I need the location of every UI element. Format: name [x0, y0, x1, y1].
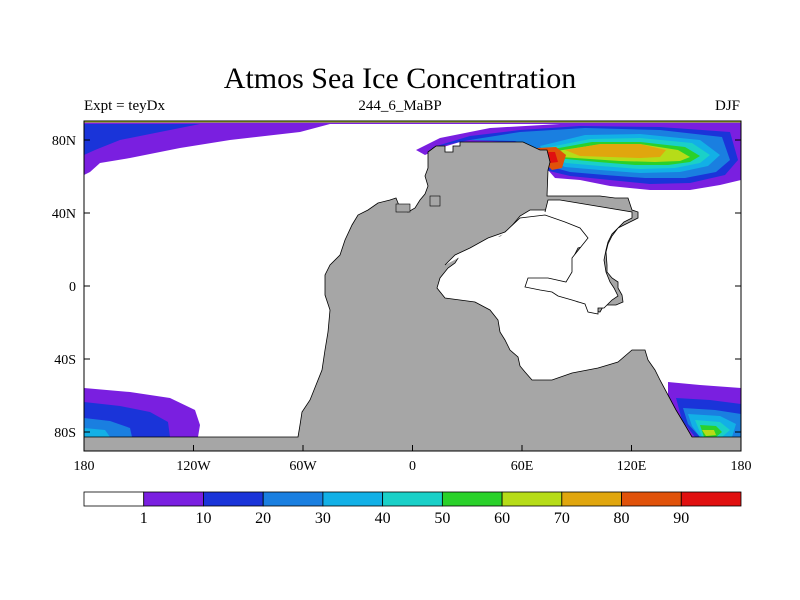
colorbar-label: 90: [673, 510, 689, 527]
longitude-axis: 180 120W 60W 0 60E 120E 180: [74, 445, 752, 474]
colorbar-swatch: [203, 491, 264, 507]
colorbar-label: 10: [195, 510, 211, 527]
tethys-sea: [444, 199, 633, 315]
colorbar-label: 70: [554, 510, 570, 527]
timeslice-label: 244_6_MaBP: [358, 98, 442, 114]
colorbar-label: 1: [140, 510, 148, 527]
lon-tick-label: 180: [74, 459, 95, 474]
colorbar-label: 40: [375, 510, 391, 527]
lat-tick-label: 40N: [52, 207, 76, 222]
sea-ice-south-east-contour-60: [702, 430, 716, 436]
colorbar-swatch: [382, 491, 443, 507]
colorbar-swatch: [83, 491, 145, 507]
colorbar-swatch: [501, 491, 563, 507]
sea-ice-north-west-contour-1: [84, 124, 330, 175]
colorbar-swatch: [561, 491, 622, 507]
lon-tick-label: 60W: [289, 459, 317, 474]
lon-tick-label: 60E: [511, 459, 534, 474]
colorbar-swatch: [680, 491, 742, 507]
colorbar-swatch: [143, 491, 204, 507]
colorbar-label: 60: [494, 510, 510, 527]
lat-tick-label: 80N: [52, 134, 76, 149]
season-label: DJF: [714, 98, 740, 114]
sea-ice-north-west-contour-10: [84, 124, 200, 155]
latitude-axis: 80N 40N 0 40S 80S: [52, 134, 741, 441]
colorbar: 1 10 20 30 40 50 60 70 80 90: [83, 491, 742, 527]
lat-tick-label: 40S: [54, 353, 76, 368]
colorbar-label: 80: [614, 510, 630, 527]
experiment-label: Expt = teyDx: [84, 98, 165, 114]
colorbar-swatch: [441, 491, 503, 507]
sea-ice-south-west-contour-30: [84, 428, 110, 437]
sea-ice-north-pole-band-inner: [84, 121, 741, 123]
colorbar-label: 50: [434, 510, 450, 527]
colorbar-swatch: [621, 491, 682, 507]
colorbar-label: 30: [315, 510, 331, 527]
colorbar-swatch: [262, 491, 324, 507]
lat-tick-label: 0: [69, 280, 76, 295]
lon-tick-label: 180: [731, 459, 752, 474]
land-island-1: [395, 203, 411, 213]
lat-tick-label: 80S: [54, 426, 76, 441]
land-island-2: [429, 195, 441, 207]
lon-tick-label: 120E: [617, 459, 647, 474]
sea-ice-arctic-contour-70: [565, 144, 666, 158]
map-title: Atmos Sea Ice Concentration: [223, 62, 577, 95]
colorbar-label: 20: [255, 510, 271, 527]
lon-tick-label: 120W: [176, 459, 211, 474]
colorbar-swatch: [322, 491, 384, 507]
lon-tick-label: 0: [409, 459, 416, 474]
